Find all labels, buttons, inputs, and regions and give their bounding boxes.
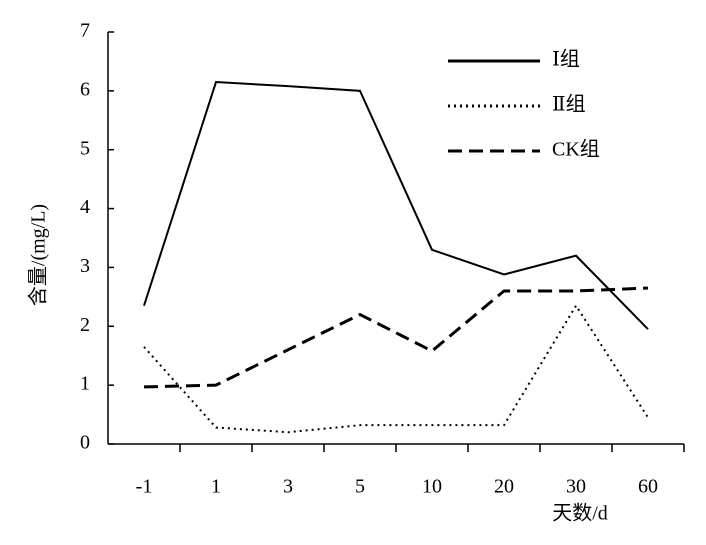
- x-axis-label: 天数/d: [552, 502, 608, 525]
- x-tick-label: 3: [283, 476, 293, 498]
- y-axis-label: 含量/(mg/L): [27, 204, 50, 306]
- y-tick-label: 1: [80, 373, 90, 395]
- y-tick-label: 7: [80, 20, 90, 42]
- y-tick-label: 6: [80, 78, 90, 100]
- y-tick-label: 3: [80, 255, 90, 277]
- y-tick-label: 2: [80, 314, 90, 336]
- legend-label: CK组: [552, 138, 600, 161]
- series-line: [143, 80, 649, 330]
- y-tick-label: 5: [80, 137, 90, 159]
- x-tick-label: 1: [211, 476, 221, 498]
- legend-label: Ⅰ组: [552, 48, 580, 71]
- legend-label: Ⅱ组: [552, 93, 586, 116]
- y-tick-label: 4: [80, 196, 90, 218]
- x-tick-label: 30: [566, 476, 586, 498]
- x-tick-label: -1: [136, 476, 153, 498]
- x-tick-label: 20: [494, 476, 514, 498]
- y-tick-label: 0: [80, 432, 90, 454]
- series-line: [143, 286, 649, 389]
- x-tick-label: 10: [422, 476, 442, 498]
- x-tick-label: 5: [355, 476, 365, 498]
- series-line: [143, 303, 649, 434]
- x-tick-label: 60: [638, 476, 658, 498]
